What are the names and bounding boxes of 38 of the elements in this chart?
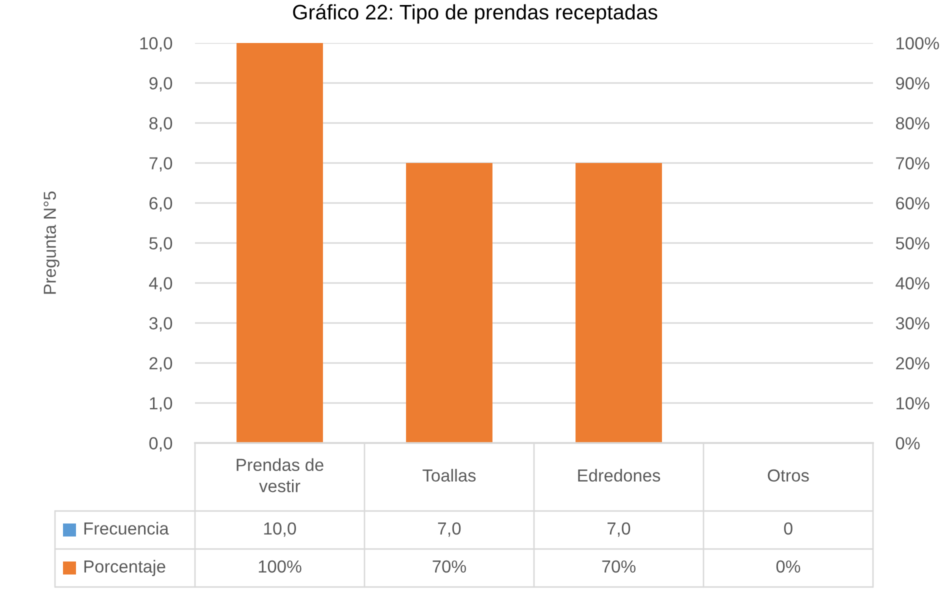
text: 7,0: [438, 522, 461, 537]
x-tick-label: Prendas de vestir: [236, 458, 324, 492]
y2-tick-label: 30%: [896, 317, 930, 330]
y2-tick-label: 20%: [896, 357, 930, 370]
y-tick-label: 0,0: [149, 437, 172, 452]
y-tick-label: 9,0: [149, 77, 172, 92]
x-tick-label: Otros: [768, 469, 809, 482]
y-tick-label: 6,0: [150, 197, 172, 212]
text: 10,0: [264, 522, 296, 537]
data-label: 70%: [602, 560, 636, 573]
y-tick-label: 10,0: [140, 37, 172, 52]
x-tick-label: Toallas: [422, 468, 476, 482]
text: 0: [784, 522, 792, 535]
y2-tick-label: 0%: [896, 437, 920, 450]
y2-tick-label: 70%: [896, 157, 930, 170]
y-axis-title: Pregunta N°5: [44, 192, 60, 294]
y2-tick-label: 10%: [896, 397, 930, 410]
data-label: 70%: [432, 560, 466, 573]
y2-tick-label: 80%: [896, 117, 930, 130]
y-tick-label: 5,0: [149, 237, 172, 252]
y2-tick-label: 60%: [896, 197, 930, 210]
chart-title: Gráfico 22: Tipo de prendas receptadas: [293, 4, 658, 24]
y-tick-label: 7,0: [150, 157, 172, 172]
y-tick-label: 2,0: [150, 357, 172, 372]
x-tick-label: Edredones: [578, 468, 660, 482]
y-tick-label: 1,0: [150, 397, 172, 412]
y2-tick-label: 40%: [896, 277, 930, 290]
y-tick-label: 8,0: [149, 117, 172, 132]
y-tick-label: 4,0: [149, 277, 172, 292]
data-label: 100%: [258, 560, 302, 573]
y2-tick-label: 90%: [896, 77, 930, 90]
y2-tick-label: 50%: [896, 237, 930, 250]
data-label: 0%: [776, 560, 800, 573]
y2-tick-label: 100%: [896, 37, 940, 50]
legend-label: Porcentaje: [84, 560, 166, 576]
legend-label: Frecuencia: [84, 522, 169, 535]
y-tick-label: 3,0: [149, 317, 172, 332]
text: 7,0: [608, 522, 630, 537]
